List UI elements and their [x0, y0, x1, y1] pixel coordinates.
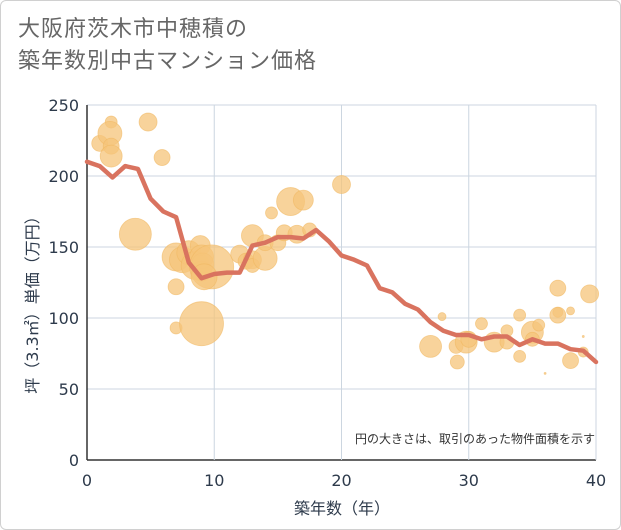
scatter-point: [265, 206, 278, 220]
x-tick-label: 30: [459, 471, 479, 490]
x-tick-label: 40: [586, 471, 606, 490]
scatter-point: [153, 149, 171, 166]
y-tick-label: 50: [59, 380, 79, 399]
tick-labels: 0 50 100 150 200 250 0 10 20 30 40: [48, 96, 606, 490]
y-tick-label: 250: [48, 96, 79, 115]
y-tick-label: 0: [69, 451, 79, 470]
title-line-1: 大阪府茨木市中穂積の: [18, 17, 249, 42]
scatter-point: [419, 334, 442, 358]
scatter-point: [513, 308, 527, 322]
scatter-point: [179, 301, 224, 347]
scatter-point: [543, 371, 547, 375]
scatter-point: [549, 306, 567, 324]
scatter-point: [580, 284, 600, 304]
title-line-2: 築年数別中古マンション価格: [18, 49, 318, 74]
scatter-point: [118, 217, 152, 251]
x-axis-title: 築年数（年）: [294, 499, 390, 518]
y-tick-label: 100: [48, 309, 79, 328]
scatter-point: [475, 317, 488, 331]
scatter-point: [292, 189, 314, 211]
scatter-point: [332, 175, 351, 194]
scatter-point: [99, 144, 123, 168]
scatter-point: [549, 279, 567, 297]
scatter-point: [138, 112, 158, 132]
series-line: [84, 159, 599, 365]
scatter-point: [513, 349, 527, 363]
x-tick-label: 0: [82, 471, 92, 490]
scatter-point: [581, 335, 585, 338]
scatter-point: [167, 278, 185, 296]
series-lines: [84, 159, 599, 365]
y-tick-label: 200: [48, 167, 79, 186]
bubbles: [91, 112, 600, 375]
scatter-point: [449, 354, 465, 370]
scatter-point: [566, 306, 575, 316]
x-tick-label: 20: [331, 471, 351, 490]
scatter-point: [532, 318, 546, 332]
chart-title: 大阪府茨木市中穂積の 築年数別中古マンション価格: [18, 14, 317, 78]
y-tick-label: 150: [48, 238, 79, 257]
x-tick-label: 10: [204, 471, 224, 490]
scatter-point: [437, 312, 447, 321]
scatter-point: [562, 352, 579, 370]
size-note: 円の大きさは、取引のあった物件面積を示す: [355, 431, 595, 446]
y-axis-title: 坪（3.3㎡）単価（万円）: [23, 208, 42, 393]
